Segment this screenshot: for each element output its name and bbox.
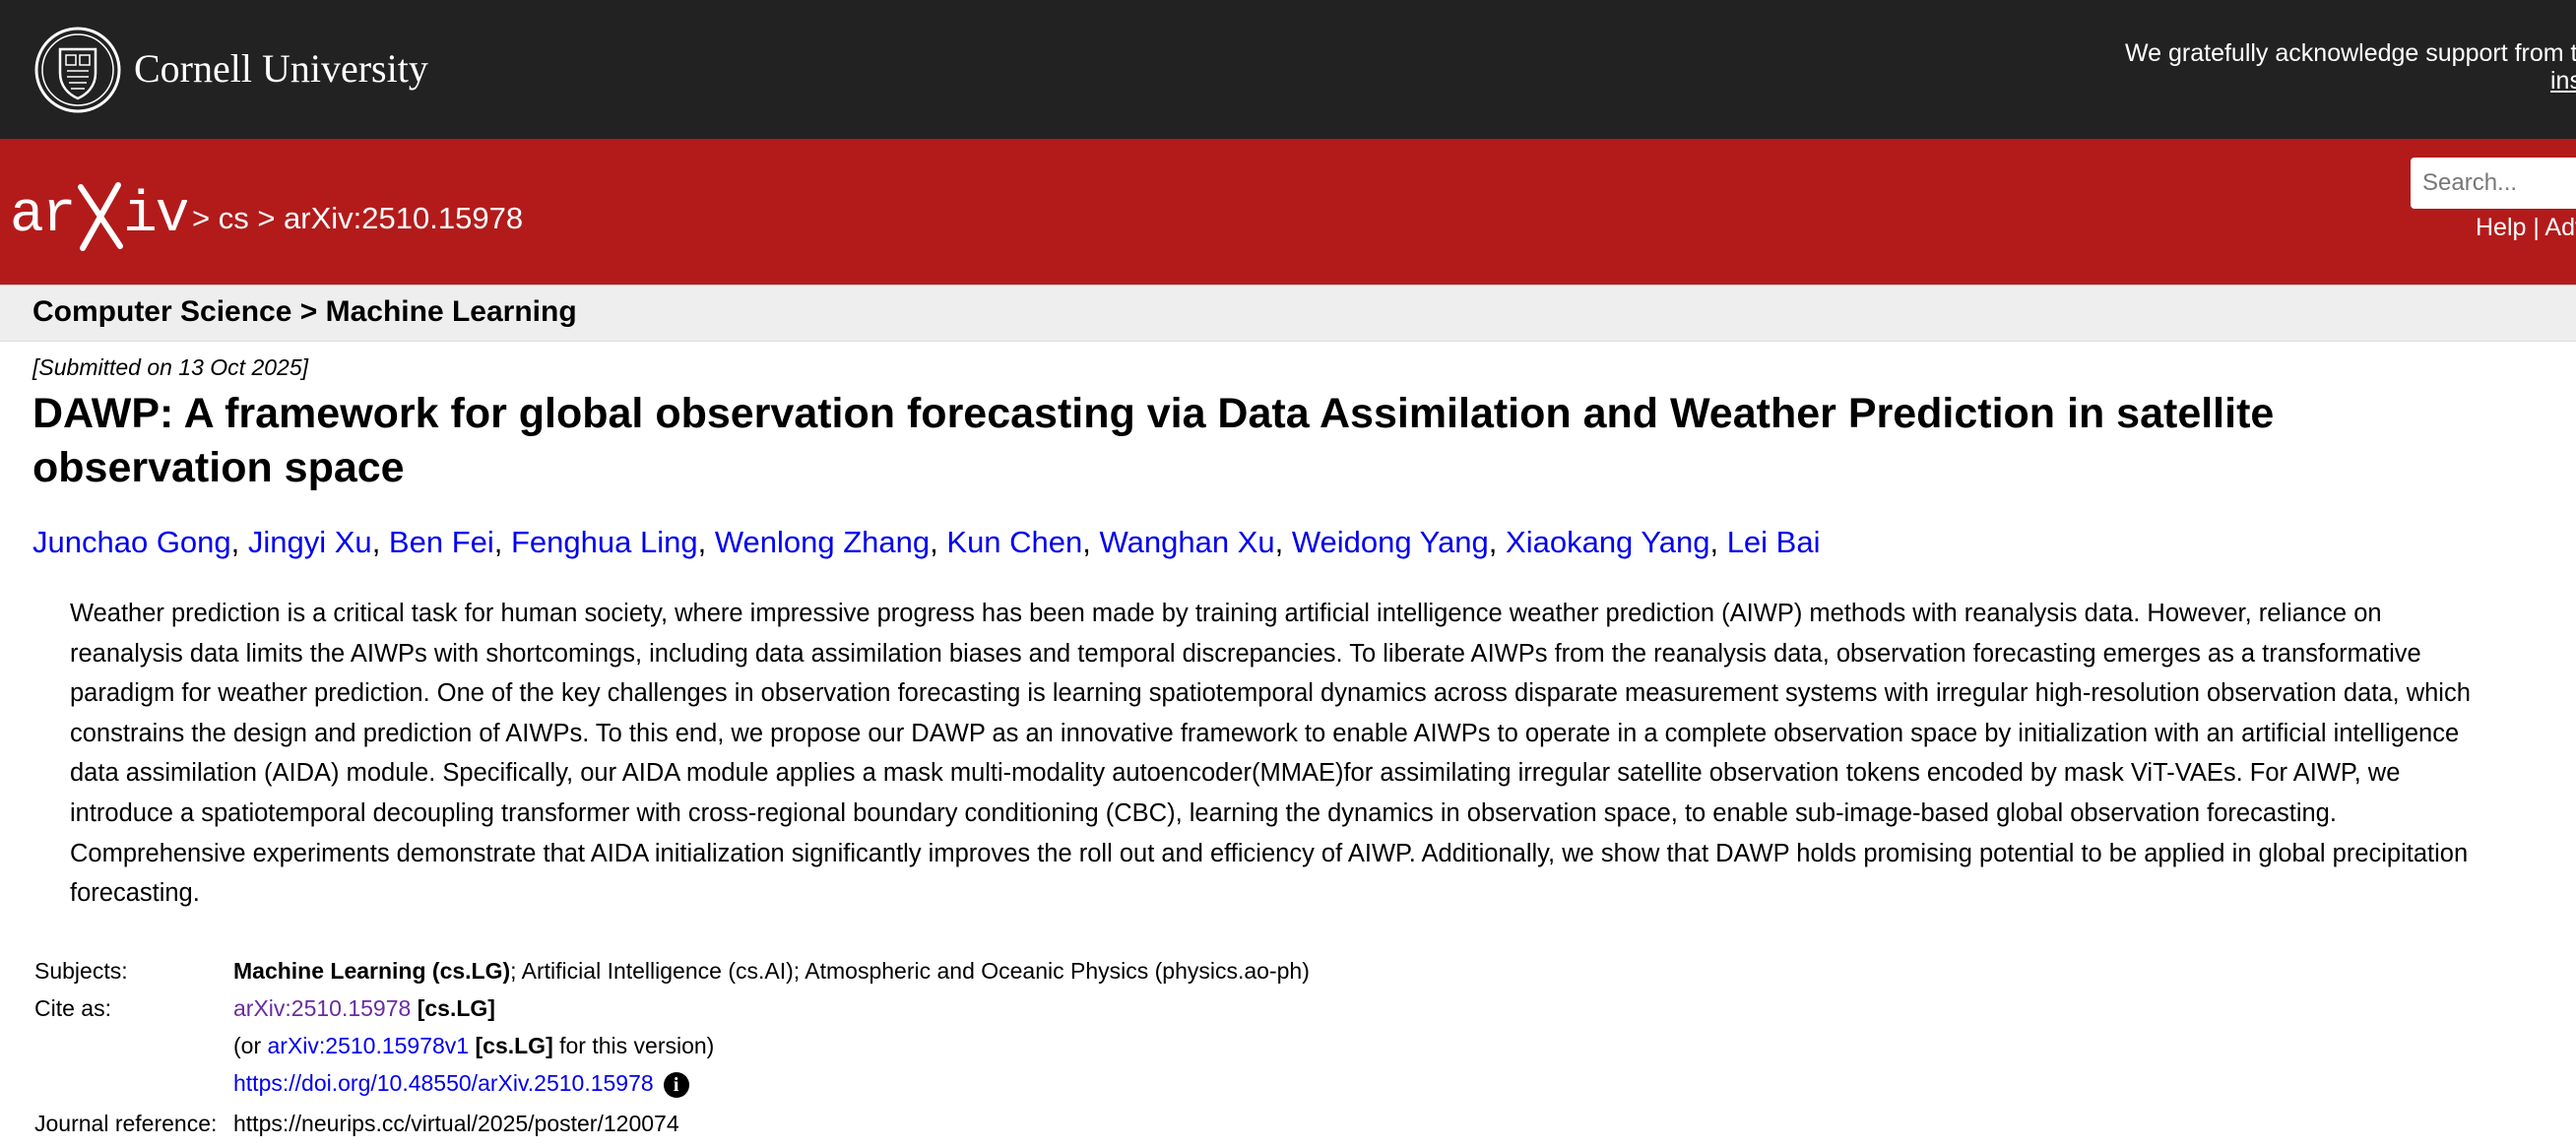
cite-version-category: [cs.LG] <box>475 1033 553 1058</box>
svg-text:iv: iv <box>123 184 187 248</box>
subjects-label: Subjects: <box>34 958 128 984</box>
submission-date: [Submitted on 13 Oct 2025] <box>32 354 309 380</box>
arxiv-header <box>0 139 2576 285</box>
author-link[interactable]: Jingyi Xu <box>247 525 372 559</box>
cornell-seal-icon[interactable] <box>33 26 122 114</box>
cite-or-text: (or <box>233 1033 268 1058</box>
doi-value: https://doi.org/10.48550/arXiv.2510.1597… <box>233 1070 689 1098</box>
cite-version-link[interactable]: arXiv:2510.15978v1 <box>267 1033 470 1058</box>
author-link[interactable]: Wenlong Zhang <box>714 525 931 559</box>
author-link[interactable]: Kun Chen <box>946 525 1083 559</box>
author-link[interactable]: Wanghan Xu <box>1099 525 1275 559</box>
author-link[interactable]: Xiaokang Yang <box>1506 525 1710 559</box>
primary-subject: Machine Learning (cs.LG) <box>233 958 511 984</box>
author-list: Junchao Gong, Jingyi Xu, Ben Fei, Fenghu… <box>32 525 1821 559</box>
author-link[interactable]: Fenghua Ling <box>511 525 698 559</box>
institution-name[interactable]: Cornell University <box>134 46 428 91</box>
doi-link[interactable]: https://doi.org/10.48550/arXiv.2510.1597… <box>233 1070 654 1096</box>
cite-label: Cite as: <box>34 995 111 1021</box>
arxiv-logo-icon[interactable]: ar iv <box>10 175 187 254</box>
author-link[interactable]: Lei Bai <box>1726 525 1821 559</box>
search-input[interactable] <box>2411 158 2576 209</box>
cite-category: [cs.LG] <box>417 995 495 1021</box>
author-link[interactable]: Junchao Gong <box>32 525 231 559</box>
other-subjects: ; Artificial Intelligence (cs.AI); Atmos… <box>510 958 1310 984</box>
cite-version-value: (or arXiv:2510.15978v1 [cs.LG] for this … <box>233 1033 714 1059</box>
abstract: Weather prediction is a critical task fo… <box>70 600 2471 908</box>
journal-value: https://neurips.cc/virtual/2025/poster/1… <box>233 1111 679 1136</box>
category-breadcrumb: Computer Science > Machine Learning <box>32 295 577 328</box>
cite-version-suffix: for this version) <box>552 1033 715 1058</box>
cite-value: arXiv:2510.15978 [cs.LG] <box>233 995 495 1022</box>
help-advanced-links[interactable]: Help | Adv <box>2476 214 2576 241</box>
journal-label: Journal reference: <box>34 1111 218 1136</box>
institution-banner <box>0 0 2576 139</box>
info-icon[interactable]: i <box>663 1071 689 1098</box>
cite-id-link[interactable]: arXiv:2510.15978 <box>233 995 412 1021</box>
svg-text:ar: ar <box>10 184 75 248</box>
page-title: DAWP: A framework for global observation… <box>32 390 2275 491</box>
breadcrumb[interactable]: > cs > arXiv:2510.15978 <box>192 201 524 235</box>
category-bar <box>0 285 2576 342</box>
author-link[interactable]: Weidong Yang <box>1291 525 1489 559</box>
subjects-value: Machine Learning (cs.LG); Artificial Int… <box>233 958 1310 985</box>
author-link[interactable]: Ben Fei <box>388 525 494 559</box>
acknowledgement-text: We gratefully acknowledge support from t… <box>2125 39 2576 67</box>
acknowledgement-link[interactable]: ins <box>2550 67 2576 95</box>
